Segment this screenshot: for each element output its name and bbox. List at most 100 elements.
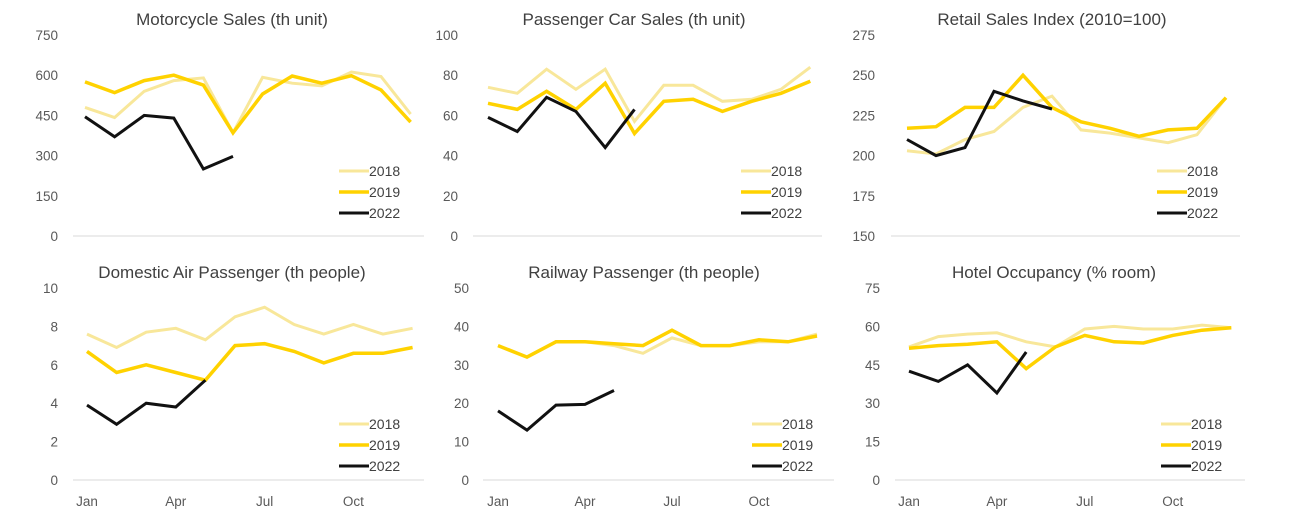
x-tick-label: Oct [1162, 494, 1183, 509]
y-tick-label: 0 [872, 473, 880, 488]
y-tick-label: 200 [852, 149, 875, 164]
series-line-2022 [908, 351, 1028, 396]
legend-label: 2018 [369, 163, 400, 179]
legend: 2018 2019 2022 [741, 163, 802, 221]
legend-label: 2018 [771, 163, 802, 179]
x-tick-label: Jul [256, 494, 273, 509]
y-tick-label: 45 [865, 358, 880, 373]
y-tick-label: 75 [865, 281, 880, 296]
y-tick-label: 40 [443, 149, 458, 164]
chart-panel-5: Railway Passenger (th people) 0 10 20 30 40 50… [454, 263, 834, 509]
x-tick-label: Jul [663, 494, 680, 509]
y-tick-label: 300 [35, 149, 58, 164]
legend-label: 2022 [369, 458, 400, 474]
legend-label: 2019 [782, 437, 813, 453]
legend: 2018 2019 2022 [1161, 416, 1222, 474]
y-tick-label: 20 [454, 396, 469, 411]
series-line-2019 [84, 73, 412, 136]
legend-label: 2022 [369, 205, 400, 221]
legend-label: 2019 [1187, 184, 1218, 200]
x-tick-label: Oct [343, 494, 364, 509]
chart-title: Retail Sales Index (2010=100) [937, 10, 1166, 29]
y-tick-label: 60 [865, 319, 880, 334]
y-tick-label: 600 [35, 68, 58, 83]
legend: 2018 2019 2022 [1157, 163, 1218, 221]
series-line-2019 [908, 325, 1232, 371]
legend-label: 2018 [782, 416, 813, 432]
x-tick-label: Apr [165, 494, 187, 509]
legend-label: 2022 [1191, 458, 1222, 474]
series-line-2018 [908, 323, 1232, 349]
y-tick-label: 250 [852, 68, 875, 83]
y-tick-label: 0 [50, 229, 58, 244]
x-tick-label: Oct [748, 494, 769, 509]
x-tick-label: Jan [487, 494, 509, 509]
legend-label: 2018 [1191, 416, 1222, 432]
y-tick-label: 15 [865, 435, 880, 450]
series-line-2022 [84, 113, 234, 171]
legend-label: 2022 [1187, 205, 1218, 221]
series-line-2019 [85, 341, 413, 383]
series-line-2019 [487, 79, 811, 137]
x-tick-label: Apr [986, 494, 1008, 509]
y-tick-label: 0 [50, 473, 58, 488]
y-tick-label: 100 [435, 28, 458, 43]
y-tick-label: 0 [461, 473, 469, 488]
chart-title: Motorcycle Sales (th unit) [136, 10, 328, 29]
y-tick-label: 30 [865, 396, 880, 411]
chart-title: Hotel Occupancy (% room) [952, 263, 1156, 282]
series-line-2019 [906, 72, 1228, 139]
y-tick-label: 275 [852, 28, 875, 43]
chart-title: Passenger Car Sales (th unit) [523, 10, 746, 29]
y-tick-label: 2 [50, 435, 58, 450]
legend-label: 2022 [771, 205, 802, 221]
x-tick-label: Apr [574, 494, 596, 509]
x-tick-label: Jan [898, 494, 920, 509]
series-line-2019 [497, 328, 818, 360]
legend-label: 2019 [369, 184, 400, 200]
x-tick-label: Jan [76, 494, 98, 509]
y-tick-label: 8 [50, 319, 58, 334]
series-line-2022 [906, 89, 1053, 158]
chart-panel-2: Passenger Car Sales (th unit) 0 20 40 60 80 10… [435, 10, 822, 244]
x-tick-label: Jul [1076, 494, 1093, 509]
legend-label: 2022 [782, 458, 813, 474]
y-tick-label: 20 [443, 189, 458, 204]
y-tick-label: 0 [450, 229, 458, 244]
legend: 2018 2019 2022 [339, 416, 400, 474]
series-line-2018 [487, 66, 812, 125]
series-line-2022 [487, 95, 636, 151]
y-tick-label: 80 [443, 68, 458, 83]
chart-title: Domestic Air Passenger (th people) [98, 263, 365, 282]
chart-panel-3: Retail Sales Index (2010=100) 150 175 200 22… [852, 10, 1240, 244]
legend: 2018 2019 2022 [339, 163, 400, 221]
chart-panel-6: Hotel Occupancy (% room) 0 15 30 45 60 75 Jan Ap… [865, 263, 1245, 509]
y-tick-label: 175 [852, 189, 875, 204]
y-tick-label: 150 [852, 229, 875, 244]
chart-title: Railway Passenger (th people) [528, 263, 760, 282]
legend-label: 2019 [1191, 437, 1222, 453]
y-tick-label: 225 [852, 108, 875, 123]
y-tick-label: 60 [443, 108, 458, 123]
y-tick-label: 450 [35, 108, 58, 123]
series-line-2022 [86, 379, 207, 427]
chart-panel-4: Domestic Air Passenger (th people) 0 2 4 6 8 1… [43, 263, 424, 509]
legend-label: 2018 [369, 416, 400, 432]
legend-label: 2019 [369, 437, 400, 453]
y-tick-label: 4 [50, 396, 58, 411]
y-tick-label: 30 [454, 358, 469, 373]
y-tick-label: 40 [454, 319, 469, 334]
series-line-2018 [84, 70, 412, 136]
series-line-2022 [497, 389, 615, 432]
series-line-2018 [86, 305, 413, 350]
y-tick-label: 50 [454, 281, 469, 296]
series-line-2018 [906, 94, 1228, 156]
y-tick-label: 6 [50, 358, 58, 373]
chart-panel-1: Motorcycle Sales (th unit) 0 150 300 450 600 7… [35, 10, 424, 244]
legend-label: 2019 [771, 184, 802, 200]
y-tick-label: 10 [43, 281, 58, 296]
y-tick-label: 750 [35, 28, 58, 43]
y-tick-label: 10 [454, 435, 469, 450]
y-tick-label: 150 [35, 189, 58, 204]
